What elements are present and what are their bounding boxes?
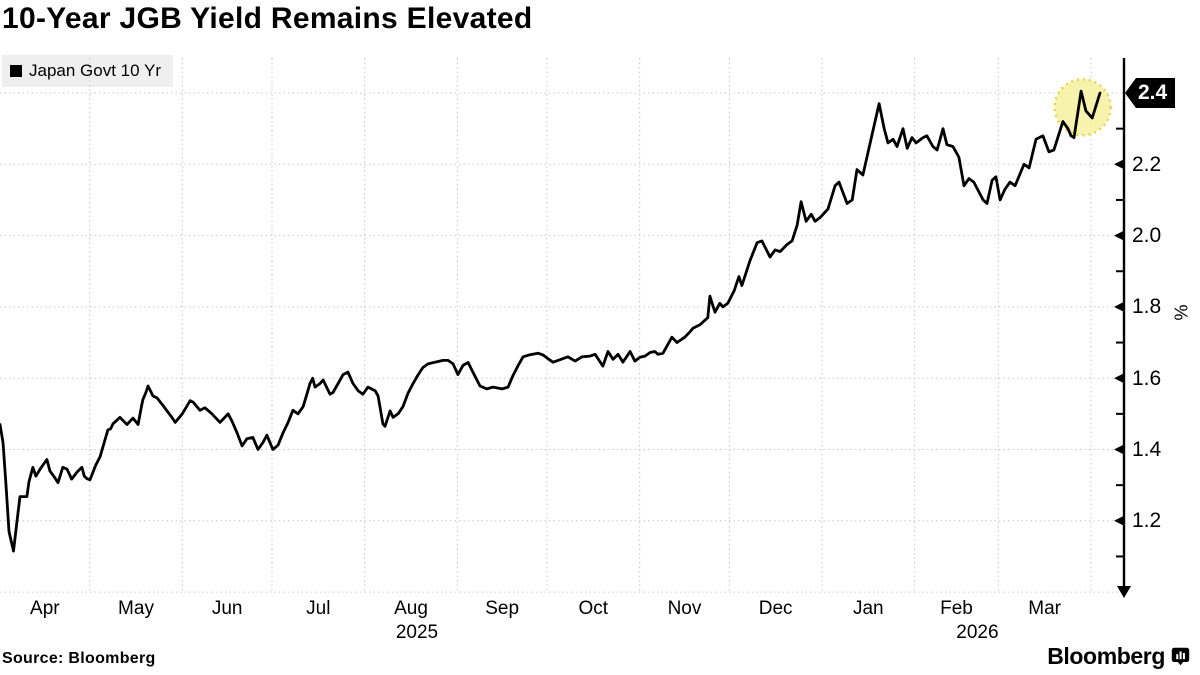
yield-line-series — [0, 89, 1102, 553]
legend-label: Japan Govt 10 Yr — [29, 61, 161, 80]
y-axis-tick-label: 2.2 — [1132, 152, 1162, 176]
highlight-circle — [1053, 78, 1112, 137]
source-credit: Source: Bloomberg — [2, 650, 156, 667]
bloomberg-wordmark: Bloomberg — [1047, 643, 1165, 669]
x-axis-month-label: May — [118, 598, 154, 619]
x-axis-month-label: Jul — [306, 598, 331, 619]
y-axis-major-tick — [1114, 373, 1124, 384]
x-axis-month-label: Dec — [758, 598, 793, 619]
y-axis-tick-label: 2.0 — [1132, 224, 1162, 248]
y-axis-major-tick — [1114, 159, 1124, 170]
legend-swatch-icon — [10, 65, 22, 77]
y-axis-major-tick — [1114, 444, 1124, 455]
x-axis-month-label: Mar — [1028, 598, 1062, 619]
x-axis-month-label: Oct — [578, 598, 609, 619]
x-axis-month-label: Jan — [852, 598, 884, 619]
y-axis-tick-label: 1.4 — [1132, 438, 1162, 461]
x-axis-month-label: Sep — [485, 598, 520, 619]
badge-pointer-icon — [1125, 78, 1136, 108]
x-axis-month-label: Jun — [211, 598, 243, 619]
x-axis-year-label: 2026 — [956, 622, 999, 643]
y-axis-major-tick — [1114, 515, 1124, 526]
legend: Japan Govt 10 Yr — [2, 55, 173, 87]
x-axis-month-label: Nov — [667, 598, 702, 619]
y-axis-tick-label: 1.8 — [1132, 295, 1162, 319]
y-axis-unit-label: % — [1171, 304, 1192, 321]
bloomberg-bars-icon — [1171, 647, 1190, 666]
chart-title: 10-Year JGB Yield Remains Elevated — [2, 2, 533, 35]
bloomberg-logo: Bloomberg — [1047, 643, 1190, 670]
badge-value: 2.4 — [1136, 78, 1176, 108]
last-value-badge: 2.4 — [1125, 78, 1176, 108]
x-axis-month-label: Apr — [30, 598, 60, 619]
y-axis-tick-label: 1.2 — [1132, 509, 1162, 533]
x-axis-month-label: Feb — [940, 598, 973, 619]
y-axis-major-tick — [1114, 301, 1124, 312]
y-axis-end-arrow-icon — [1117, 586, 1131, 598]
y-axis-tick-label: 1.6 — [1132, 366, 1162, 390]
x-axis-year-label: 2025 — [395, 622, 439, 643]
y-axis-major-tick — [1114, 230, 1124, 241]
x-axis-month-label: Aug — [394, 598, 428, 619]
